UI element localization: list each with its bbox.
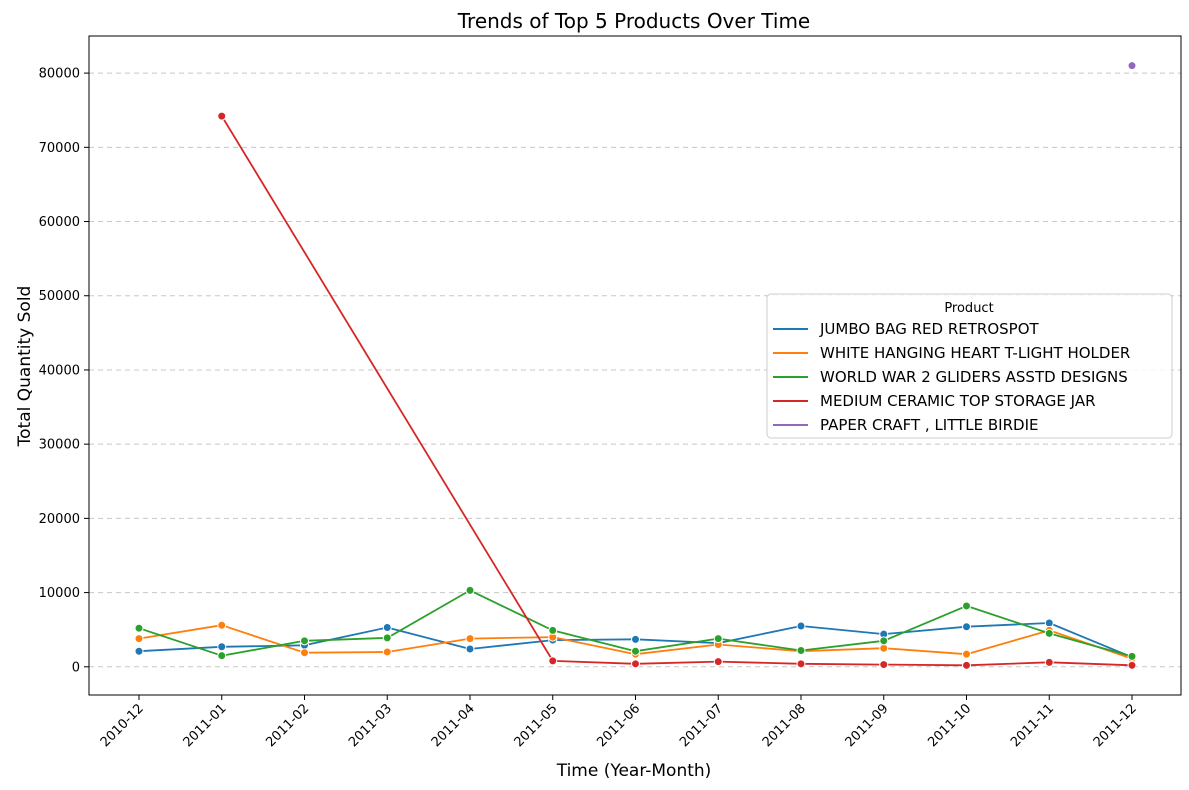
data-point bbox=[300, 636, 309, 646]
data-point bbox=[217, 651, 227, 661]
y-axis-ticks: 0 10000 20000 30000 40000 50000 60000 70000 8000… bbox=[39, 67, 89, 675]
legend-items: JUMBO BAG RED RETROSPOT WHITE HANGING HEA… bbox=[773, 320, 1130, 434]
x-tick-label: 2011-10 bbox=[925, 701, 974, 750]
legend-label: MEDIUM CERAMIC TOP STORAGE JAR bbox=[820, 392, 1096, 410]
data-point bbox=[796, 645, 806, 655]
series-5 bbox=[1127, 61, 1137, 71]
y-tick-label: 80000 bbox=[39, 67, 80, 82]
data-point bbox=[713, 657, 723, 667]
data-point bbox=[1044, 628, 1054, 638]
data-point bbox=[1127, 61, 1137, 71]
y-axis-label: Total Quantity Sold bbox=[15, 286, 35, 448]
data-point bbox=[1127, 660, 1137, 670]
chart-title: Trends of Top 5 Products Over Time bbox=[457, 9, 810, 33]
x-tick-label: 2011-05 bbox=[512, 701, 561, 750]
data-point bbox=[548, 656, 558, 666]
legend-label: WHITE HANGING HEART T-LIGHT HOLDER bbox=[820, 344, 1130, 362]
data-point bbox=[1127, 651, 1137, 661]
data-point bbox=[962, 601, 971, 611]
data-point bbox=[631, 646, 640, 656]
data-point bbox=[465, 634, 475, 644]
data-point bbox=[631, 659, 640, 669]
data-point bbox=[134, 623, 144, 633]
x-tick-label: 2011-02 bbox=[263, 701, 312, 750]
x-tick-label: 2010-12 bbox=[98, 701, 147, 750]
data-point bbox=[134, 634, 144, 644]
series-3 bbox=[134, 585, 1137, 661]
data-point bbox=[796, 621, 806, 631]
data-point bbox=[217, 642, 227, 652]
data-point bbox=[1044, 618, 1054, 628]
data-point bbox=[465, 585, 475, 595]
y-tick-label: 20000 bbox=[39, 512, 80, 527]
x-axis-label: Time (Year-Month) bbox=[556, 761, 712, 781]
y-tick-label: 0 bbox=[72, 660, 80, 675]
data-point bbox=[300, 648, 309, 658]
x-tick-label: 2011-12 bbox=[1091, 701, 1140, 750]
x-tick-label: 2011-08 bbox=[760, 701, 809, 750]
x-axis-ticks: 2010-12 2011-01 2011-02 2011-03 2011-04 2011-… bbox=[98, 695, 1140, 750]
legend-item: WORLD WAR 2 GLIDERS ASSTD DESIGNS bbox=[773, 368, 1128, 386]
data-point bbox=[962, 660, 971, 670]
y-tick-label: 30000 bbox=[39, 438, 80, 453]
data-point bbox=[796, 659, 806, 669]
y-tick-label: 60000 bbox=[39, 215, 80, 230]
x-tick-label: 2011-09 bbox=[843, 701, 892, 750]
data-point bbox=[217, 620, 227, 630]
legend-item: MEDIUM CERAMIC TOP STORAGE JAR bbox=[773, 392, 1096, 410]
y-tick-label: 10000 bbox=[39, 586, 80, 601]
data-point bbox=[962, 622, 971, 632]
legend-item: WHITE HANGING HEART T-LIGHT HOLDER bbox=[773, 344, 1130, 362]
x-tick-label: 2011-04 bbox=[429, 701, 478, 750]
data-point bbox=[879, 660, 889, 670]
data-point bbox=[879, 636, 889, 646]
data-point bbox=[382, 622, 392, 632]
x-tick-label: 2011-03 bbox=[346, 701, 395, 750]
x-tick-label: 2011-01 bbox=[181, 701, 230, 750]
series-group bbox=[134, 61, 1137, 670]
y-tick-label: 40000 bbox=[39, 363, 80, 378]
y-tick-label: 70000 bbox=[39, 141, 80, 156]
y-tick-label: 50000 bbox=[39, 289, 80, 304]
plot-frame bbox=[88, 35, 1182, 696]
x-tick-label: 2011-07 bbox=[677, 701, 726, 750]
data-point bbox=[548, 625, 558, 635]
data-point bbox=[382, 647, 392, 657]
legend-item: JUMBO BAG RED RETROSPOT bbox=[773, 320, 1040, 338]
x-tick-label: 2011-06 bbox=[594, 701, 643, 750]
data-point bbox=[217, 111, 227, 121]
x-tick-label: 2011-11 bbox=[1008, 701, 1057, 750]
legend-label: JUMBO BAG RED RETROSPOT bbox=[819, 320, 1040, 338]
data-point bbox=[1044, 657, 1054, 667]
legend-label: WORLD WAR 2 GLIDERS ASSTD DESIGNS bbox=[820, 368, 1128, 386]
data-point bbox=[465, 644, 475, 654]
data-point bbox=[713, 634, 723, 644]
legend-box bbox=[766, 293, 1173, 439]
data-point bbox=[134, 646, 144, 656]
legend-item: PAPER CRAFT , LITTLE BIRDIE bbox=[773, 416, 1038, 434]
legend-title: Product bbox=[944, 301, 993, 316]
legend: Product JUMBO BAG RED RETROSPOT WHITE HAN… bbox=[766, 293, 1173, 439]
data-point bbox=[382, 633, 392, 643]
data-point bbox=[631, 634, 640, 644]
series-4 bbox=[217, 111, 1137, 670]
legend-label: PAPER CRAFT , LITTLE BIRDIE bbox=[820, 416, 1038, 434]
data-point bbox=[879, 643, 889, 653]
data-point bbox=[962, 649, 971, 659]
